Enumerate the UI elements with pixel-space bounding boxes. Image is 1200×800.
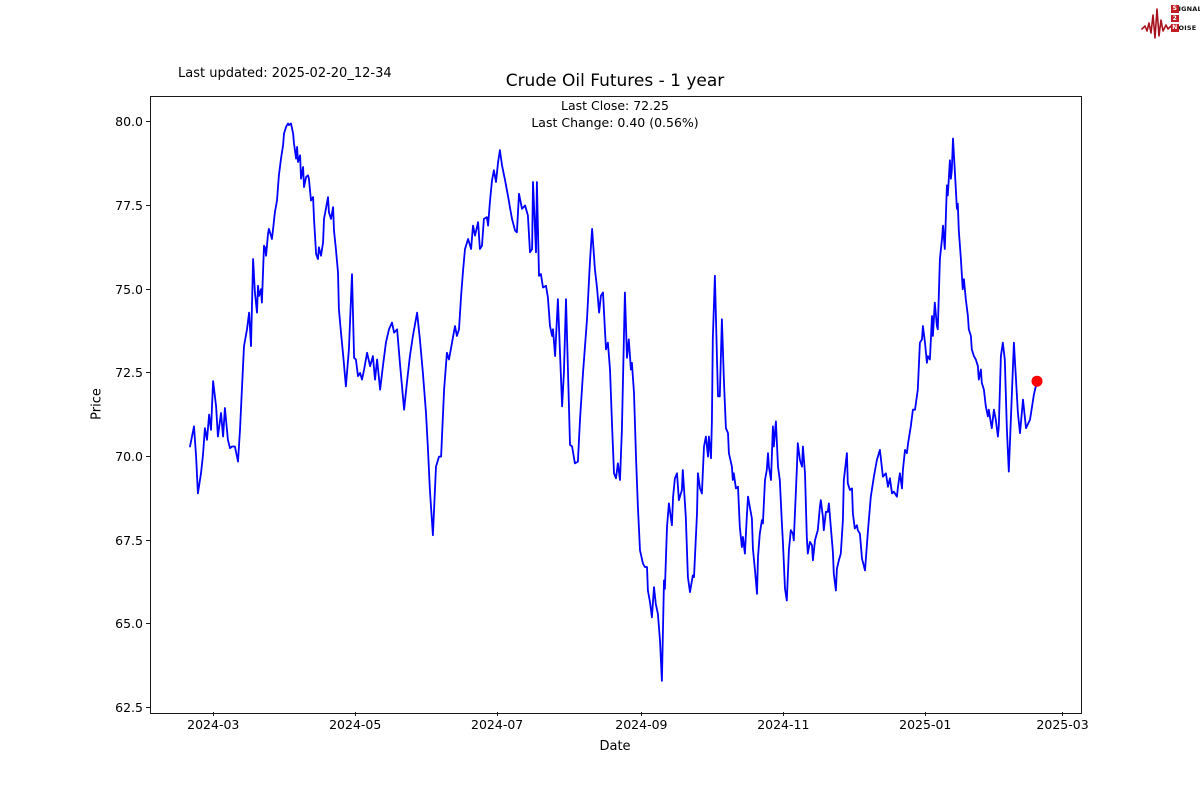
y-tick-mark	[146, 288, 150, 290]
x-tick-label: 2024-05	[329, 717, 382, 732]
x-tick-mark	[496, 712, 498, 716]
x-tick-mark	[924, 712, 926, 716]
x-tick-label: 2024-03	[187, 717, 240, 732]
signal2noise-logo: S IGNAL 2 N OISE	[1141, 2, 1200, 44]
x-tick-label: 2024-11	[757, 717, 810, 732]
logo-row-0: S IGNAL	[1171, 5, 1200, 13]
y-tick-mark	[146, 372, 150, 374]
last-change-annotation: Last Change: 0.40 (0.56%)	[531, 115, 699, 130]
x-tick-mark	[640, 712, 642, 716]
logo-text: S IGNAL 2 N OISE	[1171, 5, 1200, 32]
x-tick-label: 2025-03	[1036, 717, 1089, 732]
last-updated-text: Last updated: 2025-02-20_12-34	[178, 66, 392, 81]
y-tick-label: 70.0	[115, 449, 143, 465]
last-price-marker	[1031, 375, 1043, 387]
y-tick-mark	[146, 204, 150, 206]
logo-row-1: 2	[1171, 14, 1200, 23]
y-tick-label: 65.0	[115, 616, 143, 632]
last-close-annotation: Last Close: 72.25	[560, 98, 670, 113]
y-tick-label: 67.5	[115, 532, 143, 548]
y-tick-mark	[146, 121, 150, 123]
logo-row-2: N OISE	[1171, 24, 1200, 32]
x-tick-mark	[782, 712, 784, 716]
y-tick-mark	[146, 707, 150, 709]
y-tick-mark	[146, 456, 150, 458]
y-tick-label: 62.5	[115, 700, 143, 716]
logo-badge: 2	[1171, 14, 1179, 23]
x-tick-mark	[212, 712, 214, 716]
logo-rest-text: OISE	[1178, 24, 1197, 32]
logo-badge: S	[1171, 5, 1179, 13]
price-line	[189, 122, 1038, 682]
x-tick-label: 2024-07	[471, 717, 524, 732]
y-tick-mark	[146, 539, 150, 541]
y-tick-label: 75.0	[115, 281, 143, 297]
waveform-icon	[1141, 8, 1173, 39]
x-tick-label: 2025-01	[899, 717, 952, 732]
chart-title: Crude Oil Futures - 1 year	[505, 71, 725, 91]
logo-rest-text: IGNAL	[1178, 5, 1200, 13]
x-tick-label: 2024-09	[615, 717, 668, 732]
logo-badge: N	[1171, 24, 1179, 32]
plot-area	[150, 96, 1082, 714]
y-tick-label: 77.5	[115, 197, 143, 213]
y-tick-label: 72.5	[115, 365, 143, 381]
y-tick-mark	[146, 623, 150, 625]
x-tick-mark	[354, 712, 356, 716]
x-axis-label: Date	[599, 739, 631, 754]
y-tick-label: 80.0	[115, 114, 143, 130]
x-tick-mark	[1062, 712, 1064, 716]
